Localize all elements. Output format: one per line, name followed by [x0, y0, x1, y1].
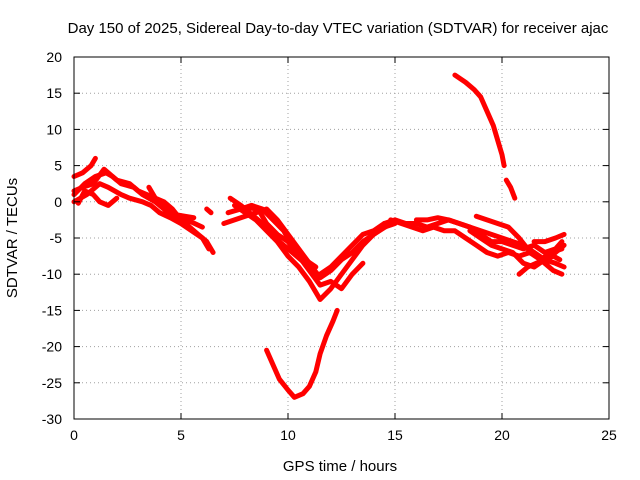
- series-track-12: [264, 307, 340, 400]
- series-track-5: [146, 184, 197, 221]
- tick-layer: 0 5 10 15 20 25 -30 -25 -20 -15 -10 -5 0 5 10 15 20: [42, 49, 617, 443]
- series-track-9: [242, 205, 366, 292]
- y-tick-label: 0: [54, 194, 62, 210]
- y-tick-label: 20: [46, 49, 62, 65]
- series-track-6: [75, 188, 120, 208]
- y-tick-label: -20: [42, 339, 62, 355]
- series-track-10: [221, 206, 398, 281]
- series-track-21: [503, 177, 518, 201]
- y-tick-label: -25: [42, 375, 62, 391]
- x-tick-label: 5: [177, 427, 185, 443]
- y-axis-label: SDTVAR / TECUs: [4, 178, 21, 298]
- chart-title: Day 150 of 2025, Sidereal Day-to-day VTE…: [68, 20, 609, 37]
- y-tick-label: -5: [50, 230, 63, 246]
- series-track-6b: [204, 206, 214, 216]
- series-track-4: [71, 166, 216, 255]
- series-track-18: [516, 253, 563, 277]
- series-track-20: [452, 72, 507, 169]
- x-tick-label: 20: [494, 427, 510, 443]
- y-tick-label: -10: [42, 266, 62, 282]
- series-track-1: [71, 155, 98, 179]
- x-tick-label: 25: [601, 427, 617, 443]
- series-track-11: [225, 202, 319, 270]
- series-layer: [71, 72, 567, 400]
- series-track-19: [531, 231, 567, 245]
- y-tick-label: -15: [42, 302, 62, 318]
- y-tick-label: -30: [42, 411, 62, 427]
- series-track-8: [232, 202, 394, 302]
- x-axis-label: GPS time / hours: [283, 458, 397, 475]
- grid-layer: [74, 57, 609, 419]
- series-track-17: [473, 213, 565, 277]
- x-tick-label: 15: [387, 427, 403, 443]
- y-tick-label: 10: [46, 121, 62, 137]
- y-tick-label: 15: [46, 85, 62, 101]
- x-tick-label: 10: [280, 427, 296, 443]
- x-tick-label: 0: [70, 427, 78, 443]
- y-tick-label: 5: [54, 158, 62, 174]
